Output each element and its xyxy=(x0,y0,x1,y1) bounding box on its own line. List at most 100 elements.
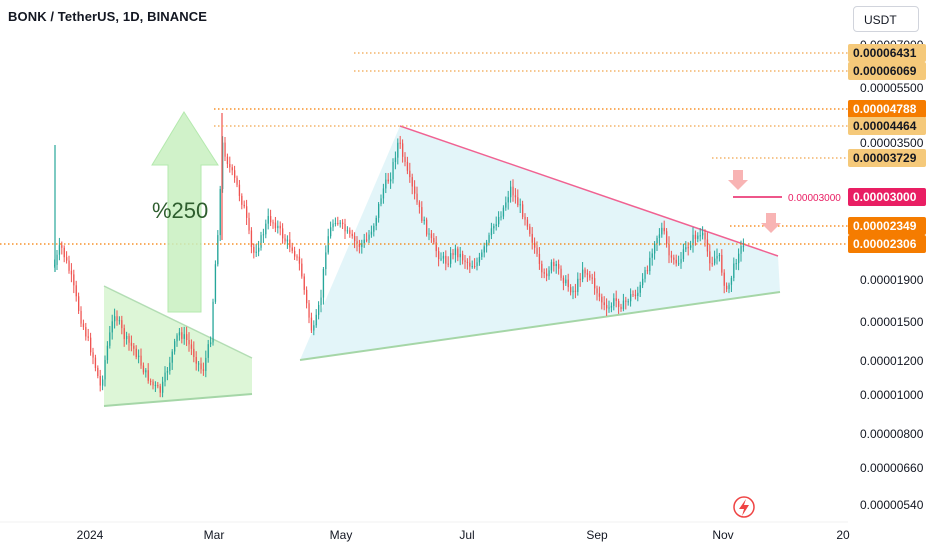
candle-body-282 xyxy=(730,277,733,285)
blue-triangle-fill xyxy=(300,126,780,360)
candle-body-150 xyxy=(414,186,416,194)
candle-body-91 xyxy=(272,222,274,224)
candle-body-25 xyxy=(114,316,116,322)
candle-body-55 xyxy=(186,334,188,340)
candle-body-35 xyxy=(138,355,140,358)
candle-body-18 xyxy=(97,367,99,377)
candle-body-274 xyxy=(711,263,713,265)
candle-body-223 xyxy=(589,274,591,278)
x-tick-label: Mar xyxy=(204,528,225,542)
candle-body-12 xyxy=(82,323,85,328)
lightning-bolt-icon xyxy=(739,499,749,516)
candle-body-73 xyxy=(229,163,231,168)
candle-body-45 xyxy=(162,381,164,393)
candle-body-17 xyxy=(94,357,97,368)
candle-body-80 xyxy=(246,206,248,218)
candle-body-182 xyxy=(490,228,493,236)
candle-body-250 xyxy=(654,243,656,254)
price-tag-label: 0.00006431 xyxy=(853,46,917,60)
candle-body-52 xyxy=(178,332,181,336)
candle-body-183 xyxy=(493,226,495,229)
currency-selector[interactable]: USDT xyxy=(853,6,919,32)
price-tag-label: 0.00002349 xyxy=(853,219,917,233)
candle-body-153 xyxy=(421,207,423,221)
down-arrow-icon xyxy=(761,213,781,233)
candle-body-57 xyxy=(190,344,193,349)
candle-body-103 xyxy=(301,263,303,277)
candle-body-59 xyxy=(195,356,197,364)
candle-body-116 xyxy=(332,223,334,228)
candle-body-30 xyxy=(126,335,128,340)
y-tick-label: 0.00000800 xyxy=(860,427,924,441)
candle-body-270 xyxy=(702,232,704,236)
candle-body-175 xyxy=(474,266,476,268)
candle-body-236 xyxy=(620,306,622,310)
candle-body-158 xyxy=(433,238,435,243)
candle-body-93 xyxy=(277,225,279,229)
candle-body-202 xyxy=(538,253,541,264)
candle-body-165 xyxy=(450,253,452,264)
candle-body-220 xyxy=(582,269,584,280)
candle-body-109 xyxy=(315,314,317,326)
down-arrow-icon xyxy=(728,170,748,190)
candle-body-177 xyxy=(478,257,481,263)
y-tick-label: 0.00000540 xyxy=(860,498,924,512)
candle-body-56 xyxy=(188,339,190,345)
candle-body-235 xyxy=(618,300,620,307)
green-triangle-upper-line xyxy=(103,285,253,359)
candle-body-286 xyxy=(740,246,742,254)
candle-body-86 xyxy=(260,235,262,248)
candle-body-184 xyxy=(495,224,497,227)
percent-annotation: %250 xyxy=(152,198,208,223)
candle-body-190 xyxy=(510,186,512,198)
green-triangle-lower-line xyxy=(103,393,253,407)
candle-body-245 xyxy=(642,278,644,286)
candle-body-77 xyxy=(238,184,241,196)
candle-body-161 xyxy=(440,258,442,260)
candle-body-152 xyxy=(418,202,421,208)
candle-body-41 xyxy=(152,381,154,386)
candle-body-207 xyxy=(550,262,553,271)
candle-body-34 xyxy=(135,348,137,358)
candle-body-131 xyxy=(368,234,370,240)
candle-body-36 xyxy=(140,355,142,366)
candle-body-51 xyxy=(176,335,178,342)
candle-body-273 xyxy=(709,251,711,264)
candle-body-23 xyxy=(109,332,111,346)
x-tick-label: Sep xyxy=(586,528,608,542)
candle-body-219 xyxy=(579,278,581,280)
candle-body-154 xyxy=(423,219,425,221)
candle-body-145 xyxy=(402,143,404,157)
x-tick-label: Nov xyxy=(712,528,733,542)
candle-body-163 xyxy=(445,255,447,264)
candle-body-287 xyxy=(742,246,745,248)
candle-body-22 xyxy=(106,345,109,361)
pattern-layer xyxy=(103,125,781,407)
candle-body-105 xyxy=(306,289,308,304)
candle-body-10 xyxy=(78,296,80,311)
candle-body-29 xyxy=(123,328,125,340)
candle-body-264 xyxy=(687,247,689,249)
candle-body-181 xyxy=(488,235,490,243)
candle-body-79 xyxy=(243,204,245,207)
price-tag xyxy=(848,188,926,206)
candle-body-262 xyxy=(682,249,685,259)
candle-body-26 xyxy=(116,316,118,321)
candle-body-20 xyxy=(102,379,104,386)
candle-body-224 xyxy=(591,277,593,279)
candle-body-95 xyxy=(282,228,284,239)
candle-body-222 xyxy=(586,273,589,275)
candle-body-229 xyxy=(603,302,605,306)
candle-body-261 xyxy=(680,258,682,264)
candle-body-213 xyxy=(565,279,567,284)
x-tick-label: Jul xyxy=(459,528,474,542)
candle-body-37 xyxy=(142,365,145,373)
candle-body-112 xyxy=(322,269,325,298)
candle-body-98 xyxy=(289,239,291,248)
candle-body-75 xyxy=(234,170,236,178)
candle-body-61 xyxy=(200,363,202,370)
blue-triangle-lower-line xyxy=(299,291,781,361)
candle-body-280 xyxy=(726,285,728,290)
candle-body-115 xyxy=(330,227,332,237)
